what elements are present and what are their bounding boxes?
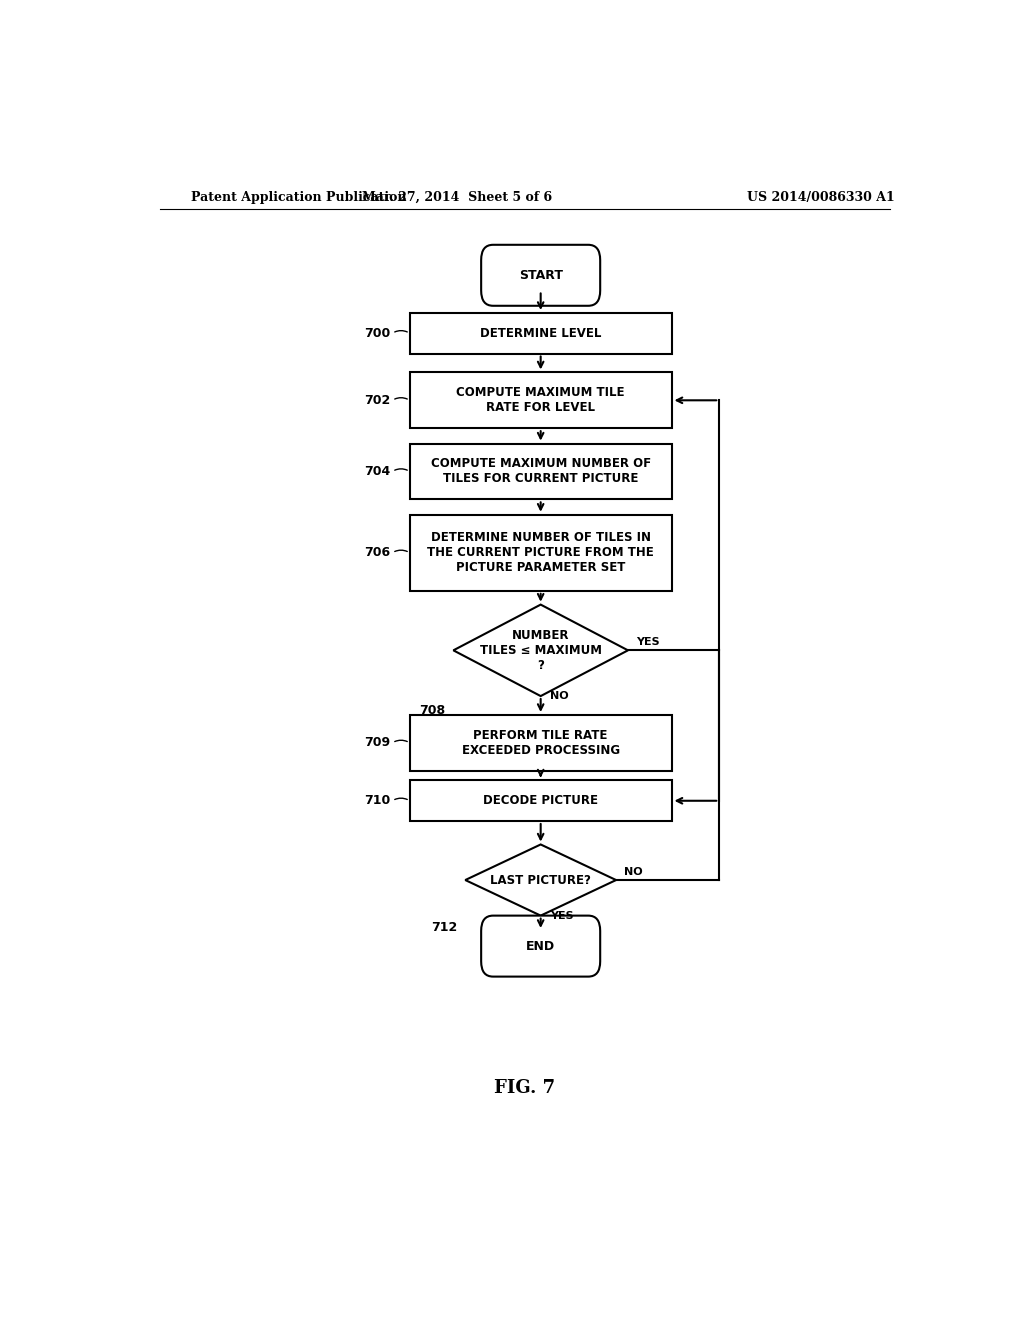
Bar: [410, 313, 672, 354]
Text: DECODE PICTURE: DECODE PICTURE: [483, 795, 598, 808]
Text: PERFORM TILE RATE
EXCEEDED PROCESSING: PERFORM TILE RATE EXCEEDED PROCESSING: [462, 729, 620, 756]
Text: US 2014/0086330 A1: US 2014/0086330 A1: [748, 190, 895, 203]
Text: COMPUTE MAXIMUM TILE
RATE FOR LEVEL: COMPUTE MAXIMUM TILE RATE FOR LEVEL: [457, 387, 625, 414]
Text: YES: YES: [636, 638, 659, 647]
Text: DETERMINE NUMBER OF TILES IN
THE CURRENT PICTURE FROM THE
PICTURE PARAMETER SET: DETERMINE NUMBER OF TILES IN THE CURRENT…: [427, 531, 654, 574]
Text: DETERMINE LEVEL: DETERMINE LEVEL: [480, 327, 601, 339]
Text: 709: 709: [364, 737, 390, 750]
Text: 700: 700: [364, 327, 390, 339]
Text: 702: 702: [364, 393, 390, 407]
Text: 706: 706: [364, 546, 390, 560]
FancyBboxPatch shape: [481, 244, 600, 306]
Text: Patent Application Publication: Patent Application Publication: [191, 190, 407, 203]
Text: NO: NO: [550, 690, 568, 701]
Bar: [410, 515, 672, 591]
Polygon shape: [465, 845, 616, 916]
Text: 712: 712: [431, 921, 458, 933]
Bar: [410, 444, 672, 499]
Text: START: START: [519, 269, 562, 281]
Text: COMPUTE MAXIMUM NUMBER OF
TILES FOR CURRENT PICTURE: COMPUTE MAXIMUM NUMBER OF TILES FOR CURR…: [431, 458, 650, 486]
Text: FIG. 7: FIG. 7: [495, 1080, 555, 1097]
Text: 708: 708: [419, 704, 445, 717]
Text: Mar. 27, 2014  Sheet 5 of 6: Mar. 27, 2014 Sheet 5 of 6: [362, 190, 552, 203]
Bar: [410, 780, 672, 821]
Text: 704: 704: [364, 465, 390, 478]
Text: NUMBER
TILES ≤ MAXIMUM
?: NUMBER TILES ≤ MAXIMUM ?: [479, 628, 602, 672]
Text: YES: YES: [550, 911, 573, 920]
FancyBboxPatch shape: [481, 916, 600, 977]
Bar: [410, 372, 672, 428]
Text: END: END: [526, 940, 555, 953]
Bar: [410, 715, 672, 771]
Polygon shape: [454, 605, 628, 696]
Text: 710: 710: [364, 795, 390, 808]
Text: LAST PICTURE?: LAST PICTURE?: [490, 874, 591, 887]
Text: NO: NO: [624, 867, 643, 876]
